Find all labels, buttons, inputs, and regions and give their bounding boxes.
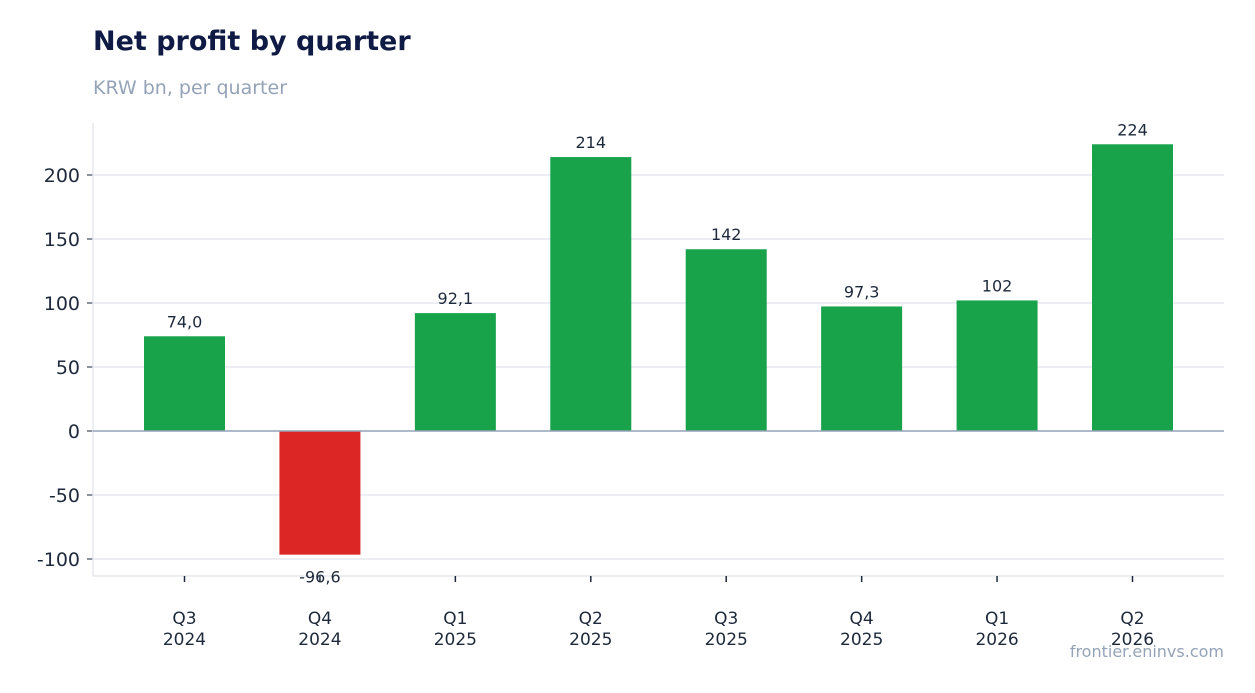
chart-title: Net profit by quarter [93, 26, 411, 57]
y-tick-label: -50 [49, 485, 80, 507]
x-tick-label: Q2 2025 [569, 609, 612, 650]
bar-q3-2024 [144, 336, 225, 431]
data-label: 97,3 [844, 282, 880, 301]
y-tick-label: 150 [44, 229, 80, 251]
data-label: -96,6 [299, 568, 340, 587]
y-tick-label: 50 [56, 357, 80, 379]
data-label: 224 [1117, 120, 1148, 139]
bar-q4-2024 [279, 431, 361, 555]
bar-q2-2026 [1092, 144, 1173, 431]
bar-q3-2025 [685, 249, 767, 431]
x-tick-label: Q1 2025 [434, 609, 477, 650]
data-label: 214 [576, 133, 607, 152]
data-label: 142 [711, 225, 742, 244]
chart-subtitle: KRW bn, per quarter [93, 77, 288, 99]
x-tick-label: Q4 2025 [840, 609, 883, 650]
axes: -100 -50 0 50 100 150 200 Q3 2024 Q4 2024 Q1 2025 Q2 2… [37, 123, 1224, 650]
x-tick-label: Q1 2026 [975, 609, 1018, 650]
data-labels: 74,0 -96,6 92,1 214 142 97,3 102 224 [93, 120, 1224, 587]
bar-q2-2025 [550, 157, 632, 431]
data-label: 102 [982, 276, 1013, 295]
source-credit: frontier.eninvs.com [1069, 642, 1224, 661]
data-label: 92,1 [438, 289, 474, 308]
y-tick-label: 0 [68, 421, 80, 443]
bar-q1-2025 [414, 313, 496, 431]
x-tick-label: Q4 2024 [298, 609, 341, 650]
x-tick-label: Q2 2026 [1111, 609, 1154, 650]
bar-q4-2025 [821, 306, 903, 431]
x-tick-label: Q3 2025 [705, 609, 748, 650]
x-tick-label: Q3 2024 [163, 609, 206, 650]
data-label: 74,0 [167, 312, 203, 331]
bars [144, 144, 1173, 555]
y-tick-label: 200 [44, 165, 80, 187]
bar-q1-2026 [956, 300, 1038, 431]
y-tick-label: -100 [37, 549, 80, 571]
grid-lines [93, 174, 1224, 560]
y-tick-label: 100 [44, 293, 80, 315]
